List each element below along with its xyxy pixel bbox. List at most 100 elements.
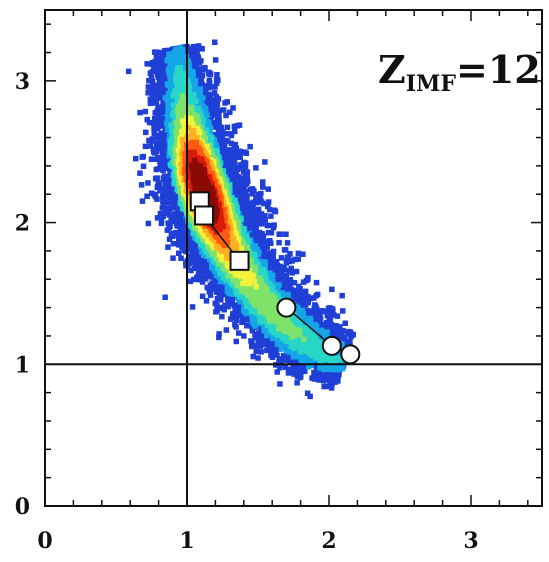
density-cell	[170, 255, 176, 261]
density-cell	[247, 203, 254, 209]
density-cell	[250, 320, 256, 326]
density-cell	[183, 244, 189, 250]
density-cell	[160, 213, 166, 219]
density-cell	[149, 60, 156, 66]
density-cell	[327, 314, 334, 321]
density-cell	[283, 231, 289, 237]
density-cell	[142, 108, 149, 115]
density-cell	[249, 327, 256, 334]
density-cell	[295, 338, 302, 345]
density-cell	[318, 350, 325, 356]
density-cell	[307, 393, 313, 400]
density-cell	[159, 86, 165, 93]
density-cell	[151, 96, 158, 102]
density-cell	[194, 48, 200, 54]
density-cell	[283, 280, 289, 286]
density-cell	[290, 358, 297, 364]
density-cell	[265, 186, 271, 192]
density-cell	[318, 354, 324, 360]
density-cell	[257, 343, 264, 349]
density-cell	[313, 371, 320, 377]
density-cell	[250, 199, 257, 205]
density-cell	[282, 334, 289, 341]
density-cell	[295, 311, 301, 318]
density-cell	[333, 328, 340, 335]
density-cell	[162, 162, 168, 168]
density-cell	[273, 259, 280, 265]
density-cell	[307, 331, 313, 337]
density-cell	[264, 243, 270, 250]
density-cell	[285, 291, 291, 298]
density-cell	[155, 104, 161, 110]
density-cell	[185, 234, 191, 240]
density-cell	[150, 149, 157, 155]
density-cell	[229, 298, 235, 305]
density-cell	[158, 220, 165, 227]
density-cell	[265, 229, 272, 236]
density-cell	[249, 340, 255, 346]
density-cell	[285, 370, 292, 376]
density-cell	[278, 293, 284, 299]
density-cell	[162, 185, 168, 191]
density-cell	[264, 281, 271, 288]
density-cell	[264, 239, 270, 245]
density-cell	[198, 58, 204, 64]
density-cell	[160, 167, 166, 174]
density-cell	[197, 91, 204, 98]
density-cell	[310, 310, 317, 316]
density-cell	[197, 45, 204, 52]
density-cell	[266, 343, 272, 349]
density-cell	[204, 284, 210, 291]
density-cell	[176, 82, 182, 88]
density-cell	[293, 268, 300, 275]
density-cell	[253, 194, 259, 200]
density-cell	[225, 138, 231, 144]
density-cell	[262, 213, 268, 219]
density-cell	[188, 267, 194, 274]
density-cell	[294, 319, 301, 326]
density-cell	[243, 298, 249, 305]
density-cell	[221, 150, 227, 156]
density-cell	[157, 91, 163, 97]
density-cell	[168, 122, 174, 128]
density-cell	[217, 285, 224, 292]
density-cell	[159, 121, 165, 127]
density-cell	[228, 140, 235, 147]
density-cell	[235, 330, 242, 336]
density-cell	[284, 254, 291, 260]
density-cell	[222, 131, 229, 137]
density-cell	[145, 220, 152, 227]
density-cell	[223, 112, 229, 119]
density-cell	[234, 166, 241, 173]
density-cell	[211, 131, 217, 138]
density-cell	[325, 366, 332, 372]
density-cell	[235, 184, 242, 191]
density-cell	[287, 347, 294, 353]
density-cell	[258, 211, 265, 217]
density-cell	[227, 294, 233, 301]
density-cell	[274, 352, 280, 358]
density-cell	[226, 159, 233, 166]
density-cell	[254, 237, 260, 244]
density-cell	[199, 293, 206, 299]
density-cell	[166, 236, 173, 242]
density-cell	[231, 303, 237, 309]
density-cell	[208, 113, 214, 119]
density-cell	[210, 255, 217, 261]
density-cell	[270, 224, 277, 231]
density-cell	[258, 220, 264, 227]
density-cell	[216, 118, 222, 125]
density-cell	[215, 77, 221, 83]
density-cell	[299, 325, 306, 332]
density-cell	[153, 87, 159, 94]
density-cell	[155, 65, 162, 71]
density-cell	[251, 259, 257, 265]
density-cell	[151, 130, 157, 137]
density-cell	[278, 267, 285, 274]
density-cell	[206, 98, 213, 104]
density-cell	[137, 170, 143, 176]
density-cell	[172, 54, 178, 60]
density-cell	[174, 223, 181, 229]
density-cell	[316, 340, 322, 346]
density-cell	[233, 338, 239, 345]
